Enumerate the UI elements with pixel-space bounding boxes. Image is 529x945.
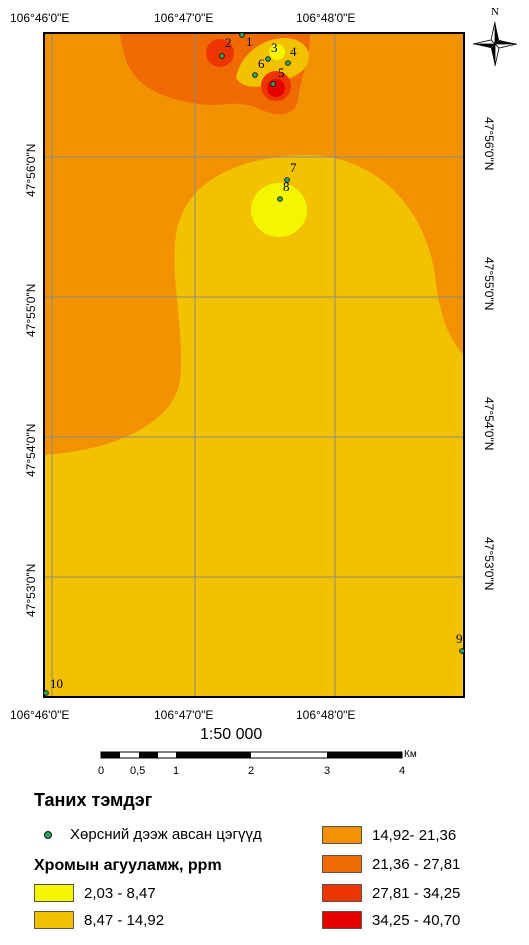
legend-swatch: [34, 884, 74, 902]
left-lat-label-2: 47°55'0"N: [24, 284, 38, 337]
legend-class-label: 14,92- 21,36: [372, 826, 457, 844]
sample-point: [284, 177, 290, 183]
scale-unit: Км: [404, 749, 417, 760]
legend-class-row: 8,47 - 14,92: [34, 911, 164, 929]
legend-swatch: [322, 826, 362, 844]
zone-8-14: [44, 155, 464, 697]
bottom-lon-label-3: 106°48'0"E: [296, 708, 355, 722]
sample-point: [270, 81, 276, 87]
top-lon-label-2: 106°47'0"E: [154, 11, 213, 25]
legend-class-label: 2,03 - 8,47: [84, 884, 156, 902]
point-label-6: 6: [258, 56, 265, 71]
point-label-10: 10: [50, 676, 63, 691]
legend-class-row: 21,36 - 27,81: [322, 855, 460, 873]
legend-swatch: [322, 884, 362, 902]
scale-ratio: 1:50 000: [200, 726, 263, 743]
point-label-8: 8: [283, 179, 290, 194]
legend-class-row: 34,25 - 40,70: [322, 911, 460, 929]
right-lat-label-4: 47°53'0"N: [482, 537, 496, 590]
sample-point: [252, 72, 258, 78]
legend-class-label: 21,36 - 27,81: [372, 855, 461, 873]
map-canvas: [44, 33, 464, 697]
point-label-1: 1: [246, 34, 253, 49]
left-lat-label-3: 47°54'0"N: [24, 424, 38, 477]
left-lat-label-4: 47°53'0"N: [24, 564, 38, 617]
zone-2-8-top: [269, 44, 285, 60]
legend-sample-row: Хөрсний дээж авсан цэгүүд: [30, 826, 262, 843]
legend-sample-label: Хөрсний дээж авсан цэгүүд: [70, 826, 262, 843]
legend-swatch: [322, 855, 362, 873]
sample-point: [219, 53, 225, 59]
top-lon-label-3: 106°48'0"E: [296, 11, 355, 25]
sample-point: [277, 196, 283, 202]
legend-swatch: [34, 911, 74, 929]
bottom-lon-label-1: 106°46'0"E: [10, 708, 69, 722]
point-label-7: 7: [290, 160, 297, 175]
legend-class-row: 27,81 - 34,25: [322, 884, 460, 902]
left-lat-label-1: 47°56'0"N: [24, 144, 38, 197]
point-label-4: 4: [290, 44, 297, 59]
scale-tick-0: 0: [98, 765, 104, 777]
north-label: N: [491, 6, 499, 18]
sample-points: [43, 32, 465, 696]
point-label-3: 3: [271, 40, 278, 55]
legend-swatch: [322, 911, 362, 929]
point-label-2: 2: [225, 35, 232, 50]
zone-27-34-a: [206, 39, 234, 67]
top-lon-label-1: 106°46'0"E: [10, 11, 69, 25]
graticule: [44, 33, 464, 697]
zone-34-40: [267, 79, 285, 97]
legend-class-row: 14,92- 21,36: [322, 826, 456, 844]
legend-class-label: 27,81 - 34,25: [372, 884, 461, 902]
legend-class-label: 34,25 - 40,70: [372, 911, 461, 929]
right-lat-label-3: 47°54'0"N: [482, 397, 496, 450]
north-arrow-icon: [472, 21, 518, 67]
legend-title: Таних тэмдэг: [34, 790, 153, 810]
map-frame: [43, 32, 465, 698]
legend-class-row: 2,03 - 8,47: [34, 884, 156, 902]
sample-point: [459, 648, 465, 654]
scale-tick-05: 0,5: [130, 765, 145, 777]
scale-tick-4: 4: [399, 765, 405, 777]
legend-class-label: 8,47 - 14,92: [84, 911, 165, 929]
zone-2-8: [251, 183, 307, 237]
legend-subtitle: Хромын агууламж, ppm: [34, 857, 222, 874]
scale-tick-1: 1: [173, 765, 179, 777]
right-lat-label-1: 47°56'0"N: [482, 117, 496, 170]
sample-point: [265, 56, 271, 62]
right-lat-label-2: 47°55'0"N: [482, 257, 496, 310]
bottom-lon-label-2: 106°47'0"E: [154, 708, 213, 722]
scale-tick-3: 3: [324, 765, 330, 777]
scale-bar: [100, 751, 403, 759]
sample-point: [43, 690, 49, 696]
sample-point: [239, 32, 245, 38]
sample-point: [285, 60, 291, 66]
sample-point-icon: [44, 830, 52, 839]
point-label-9: 9: [456, 631, 463, 646]
scale-tick-2: 2: [248, 765, 254, 777]
point-label-5: 5: [278, 65, 285, 80]
